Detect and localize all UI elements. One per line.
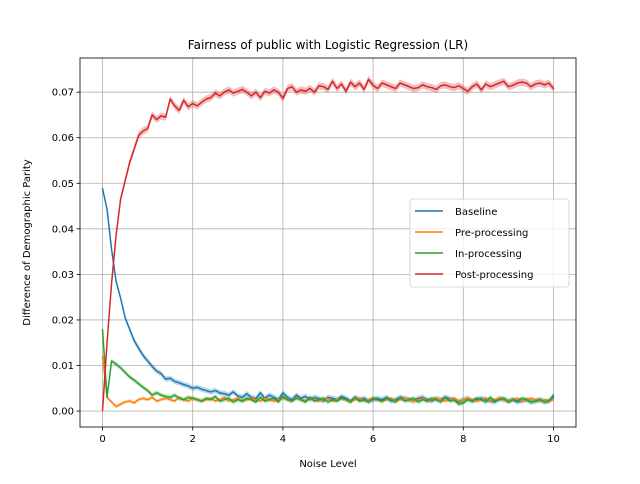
x-tick-label: 6 — [370, 434, 376, 445]
legend-label-baseline: Baseline — [455, 207, 497, 218]
series-lines — [101, 78, 555, 411]
x-tick-label: 10 — [547, 434, 560, 445]
y-tick-label: 0.00 — [52, 407, 74, 418]
pre-processing-line — [101, 355, 555, 408]
legend-label-in-processing: In-processing — [455, 249, 522, 260]
axis-ticks: 0 2 4 6 8 10 0.00 0.01 0.02 0.03 0.04 0.05 0.06 0.07 — [52, 88, 560, 445]
legend-label-post-processing: Post-processing — [455, 270, 533, 281]
x-tick-label: 0 — [99, 434, 105, 445]
x-axis-label: Noise Level — [299, 459, 356, 470]
y-tick-label: 0.01 — [52, 361, 74, 372]
x-tick-label: 4 — [280, 434, 286, 445]
y-tick-label: 0.05 — [52, 179, 74, 190]
y-tick-label: 0.06 — [52, 133, 74, 144]
y-axis-label: Difference of Demographic Parity — [22, 159, 33, 326]
chart-title: Fairness of public with Logistic Regress… — [188, 38, 468, 52]
plot-area-frame — [79, 57, 577, 428]
y-tick-label: 0.04 — [52, 224, 74, 235]
y-tick-label: 0.03 — [52, 270, 74, 281]
x-tick-label: 2 — [190, 434, 196, 445]
legend: Baseline Pre-processing In-processing Post-… — [409, 198, 570, 288]
y-tick-label: 0.07 — [52, 88, 74, 99]
in-processing-line — [101, 329, 555, 405]
legend-label-pre-processing: Pre-processing — [455, 228, 528, 239]
y-tick-label: 0.02 — [52, 315, 74, 326]
x-tick-label: 8 — [460, 434, 466, 445]
post-processing-line — [101, 78, 555, 411]
legend-frame — [409, 198, 570, 288]
